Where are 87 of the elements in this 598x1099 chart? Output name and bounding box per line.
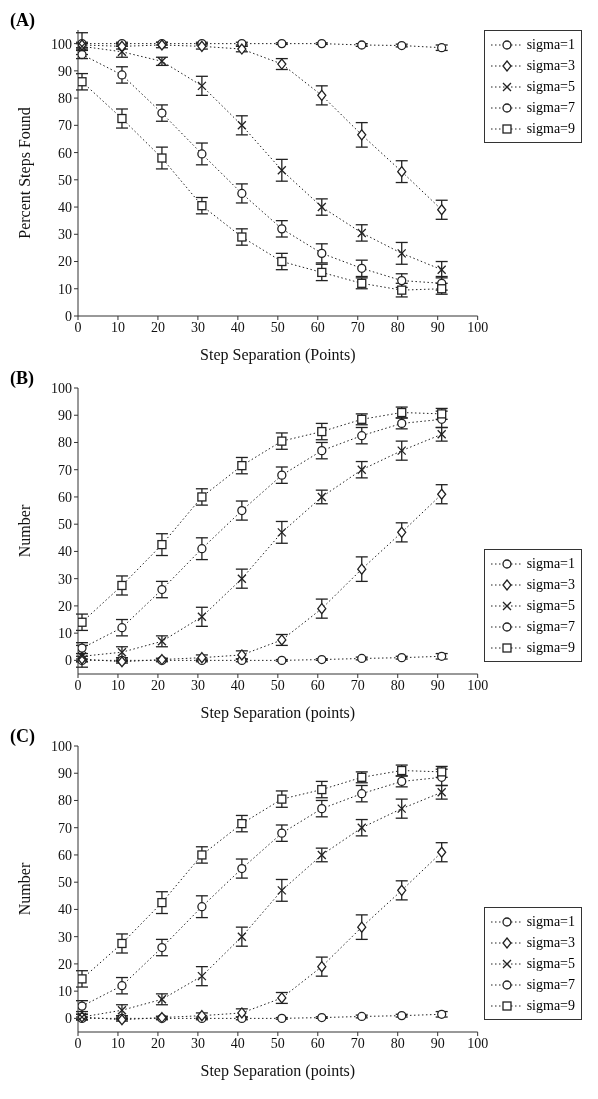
y-tick-label: 10 (58, 984, 72, 1000)
y-tick-label: 0 (65, 308, 72, 324)
y-tick-label: 20 (58, 956, 72, 972)
x-tick-label: 20 (150, 1035, 165, 1051)
y-tick-label: 100 (51, 380, 72, 396)
y-tick-label: 10 (58, 626, 72, 642)
y-tick-label: 0 (65, 653, 72, 669)
y-tick-label: 30 (58, 571, 72, 587)
legend-label: sigma=1 (526, 555, 575, 572)
y-tick-label: 100 (51, 738, 72, 754)
x-tick-label: 100 (467, 677, 489, 693)
x-tick-label: 80 (390, 1035, 405, 1051)
y-tick-label: 70 (58, 462, 72, 478)
legend-label: sigma=1 (526, 913, 575, 930)
x-tick-label: 70 (350, 1035, 365, 1051)
x-tick-label: 100 (467, 1035, 489, 1051)
legend-label: sigma=5 (526, 78, 575, 95)
chart-title: (A) (10, 10, 35, 31)
y-tick-label: 90 (58, 63, 72, 79)
y-axis-title: Number (15, 862, 33, 916)
x-axis-title: Step Separation (Points) (200, 346, 356, 364)
y-tick-label: 60 (58, 847, 72, 863)
x-tick-label: 10 (110, 677, 125, 693)
y-tick-label: 0 (65, 1011, 72, 1027)
x-tick-label: 20 (150, 319, 165, 335)
legend-label: sigma=7 (526, 976, 575, 993)
y-tick-label: 50 (58, 875, 72, 891)
legend-label: sigma=5 (526, 597, 575, 614)
legend-label: sigma=9 (526, 997, 575, 1014)
y-tick-label: 90 (58, 766, 72, 782)
y-axis-title: Number (15, 504, 33, 558)
x-tick-label: 90 (430, 319, 445, 335)
x-tick-label: 10 (110, 1035, 125, 1051)
y-tick-label: 50 (58, 517, 72, 533)
y-tick-label: 70 (58, 820, 72, 836)
x-tick-label: 70 (350, 319, 365, 335)
y-tick-label: 70 (58, 118, 72, 134)
legend-label: sigma=5 (526, 955, 575, 972)
x-tick-label: 70 (350, 677, 365, 693)
x-tick-label: 50 (270, 319, 285, 335)
chart-title: (C) (10, 726, 35, 747)
y-tick-label: 40 (58, 200, 72, 216)
legend-label: sigma=7 (526, 99, 575, 116)
y-tick-label: 100 (51, 36, 72, 52)
x-tick-label: 50 (270, 1035, 285, 1051)
legend-label: sigma=7 (526, 618, 575, 635)
y-tick-label: 20 (58, 598, 72, 614)
x-tick-label: 10 (110, 319, 125, 335)
x-tick-label: 40 (230, 319, 245, 335)
y-tick-label: 50 (58, 172, 72, 188)
y-tick-label: 80 (58, 793, 72, 809)
x-tick-label: 90 (430, 677, 445, 693)
x-tick-label: 60 (310, 1035, 325, 1051)
x-tick-label: 40 (230, 677, 245, 693)
legend-label: sigma=9 (526, 120, 575, 137)
x-tick-label: 20 (150, 677, 165, 693)
legend-label: sigma=3 (526, 576, 575, 593)
x-axis-title: Step Separation (points) (200, 704, 356, 722)
y-tick-label: 40 (58, 544, 72, 560)
x-tick-label: 30 (190, 319, 205, 335)
y-tick-label: 60 (58, 145, 72, 161)
y-tick-label: 60 (58, 489, 72, 505)
y-tick-label: 30 (58, 929, 72, 945)
chart-title: (B) (10, 368, 34, 389)
x-tick-label: 90 (430, 1035, 445, 1051)
y-tick-label: 30 (58, 227, 72, 243)
x-tick-label: 100 (467, 319, 489, 335)
x-tick-label: 80 (390, 319, 405, 335)
legend-label: sigma=3 (526, 934, 575, 951)
x-tick-label: 40 (230, 1035, 245, 1051)
y-tick-label: 80 (58, 435, 72, 451)
legend-label: sigma=3 (526, 57, 575, 74)
x-axis-title: Step Separation (points) (200, 1062, 356, 1080)
y-tick-label: 20 (58, 254, 72, 270)
y-tick-label: 90 (58, 408, 72, 424)
y-tick-label: 40 (58, 902, 72, 918)
y-tick-label: 10 (58, 281, 72, 297)
legend-label: sigma=1 (526, 36, 575, 53)
x-tick-label: 30 (190, 677, 205, 693)
x-tick-label: 80 (390, 677, 405, 693)
x-tick-label: 60 (310, 319, 325, 335)
x-tick-label: 50 (270, 677, 285, 693)
legend-label: sigma=9 (526, 639, 575, 656)
y-tick-label: 80 (58, 91, 72, 107)
x-tick-label: 60 (310, 677, 325, 693)
y-axis-title: Percent Steps Found (15, 107, 34, 239)
x-tick-label: 30 (190, 1035, 205, 1051)
